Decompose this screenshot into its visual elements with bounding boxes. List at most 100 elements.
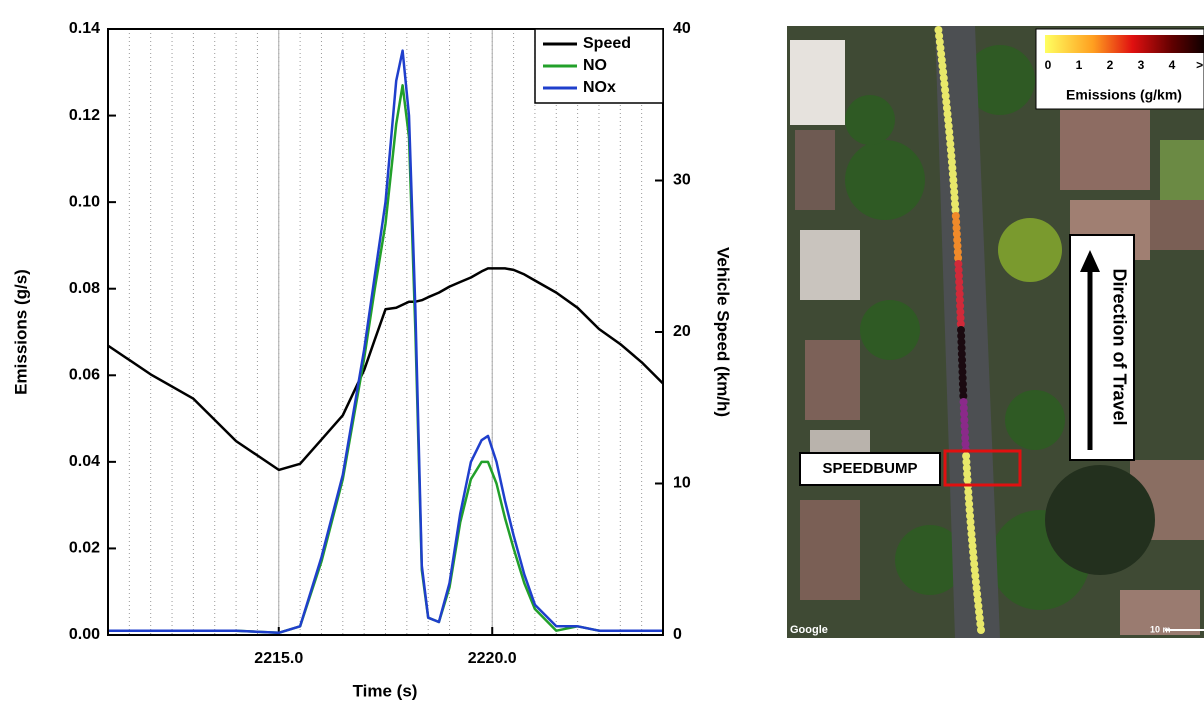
legend-label: Speed: [583, 35, 631, 52]
trail-dot: [955, 290, 964, 298]
trail-dot: [946, 146, 955, 154]
y-tick-label: 0.10: [69, 193, 100, 210]
trail-dot: [967, 530, 976, 538]
aerial-image: SPEEDBUMP Direction of Travel 0 1 2 3 4 >5 Em…: [787, 26, 1204, 638]
trail-dot: [956, 314, 965, 322]
emission-trail: [934, 26, 985, 634]
trail-dot: [962, 458, 971, 466]
colorbar-tick: 2: [1107, 58, 1114, 72]
trail-dot: [948, 164, 957, 172]
x-axis-title: Time (s): [353, 681, 418, 700]
trail-dot: [944, 122, 953, 130]
trail-dot: [954, 266, 963, 274]
trail-dot: [947, 158, 956, 166]
trail-dot: [955, 296, 964, 304]
arrow-head: [1080, 250, 1100, 272]
y-tick-label: 0.02: [69, 540, 100, 557]
colorbar-tick: 3: [1138, 58, 1145, 72]
trail-dot: [970, 560, 979, 568]
trail-dot: [959, 398, 968, 406]
trail-dot: [939, 74, 948, 82]
trail-dot: [939, 68, 948, 76]
trail-dot: [953, 236, 962, 244]
trail-dot: [944, 116, 953, 124]
trail-dot: [942, 104, 951, 112]
series-line: [107, 267, 664, 472]
y-tick-label: 0.08: [69, 280, 100, 297]
trail-dot: [961, 434, 970, 442]
colorbar-tick: 4: [1169, 58, 1176, 72]
houses: [790, 40, 1204, 635]
trail-dot: [958, 374, 967, 382]
trail-dot: [969, 554, 978, 562]
trail-dot: [945, 128, 954, 136]
trail-dot: [960, 410, 969, 418]
trail-dot: [949, 176, 958, 184]
trail-dot: [956, 320, 965, 328]
trail-dot: [958, 380, 967, 388]
trail-dot: [953, 242, 962, 250]
trail-dot: [951, 212, 960, 220]
trail-dot: [947, 152, 956, 160]
trees: [845, 45, 1155, 610]
trail-dot: [963, 476, 972, 484]
trail-dot: [948, 170, 957, 178]
trail-dot: [965, 500, 974, 508]
trail-dot: [960, 428, 969, 436]
trail-dot: [941, 92, 950, 100]
y-tick-label: 0.06: [69, 367, 100, 384]
y-tick-label: 0.04: [69, 453, 100, 470]
direction-box: [1069, 234, 1135, 461]
trail-dot: [942, 98, 951, 106]
trail-dot: [941, 86, 950, 94]
annotation: SPEEDBUMP: [822, 460, 917, 477]
trail-dot: [958, 362, 967, 370]
y2-axis-title: Vehicle Speed (km/h): [714, 247, 733, 417]
y2-tick-label: 0: [673, 626, 682, 643]
trail-dot: [961, 440, 970, 448]
speedbump-box: [943, 449, 1022, 487]
trail-dot: [954, 260, 963, 268]
plot-frame: [107, 28, 664, 636]
trail-dot: [956, 326, 965, 334]
trail-dot: [936, 44, 945, 52]
trail-dot: [957, 344, 966, 352]
trail-dot: [972, 584, 981, 592]
trail-dot: [976, 620, 985, 628]
y2-tick-label: 30: [673, 172, 691, 189]
x-tick-label: 2220.0: [468, 650, 517, 667]
series-line: [108, 84, 663, 635]
trail-dot: [945, 134, 954, 142]
colorbar-tick: 1: [1076, 58, 1083, 72]
y-tick-label: 0.12: [69, 107, 100, 124]
colorbar: [1045, 35, 1204, 53]
trail-dot: [973, 590, 982, 598]
trail-dot: [955, 278, 964, 286]
trail-dot: [935, 32, 944, 40]
y-axis-title: Emissions (g/s): [11, 269, 30, 395]
trail-dot: [960, 422, 969, 430]
y2-tick-label: 40: [673, 20, 691, 37]
trail-dot: [938, 62, 947, 70]
trail-dot: [934, 26, 943, 34]
trail-dot: [940, 80, 949, 88]
trail-dot: [950, 188, 959, 196]
trail-dot: [951, 206, 960, 214]
trail-dot: [958, 368, 967, 376]
trail-dot: [943, 110, 952, 118]
attribution: Google: [790, 624, 828, 636]
annotation-box: [799, 452, 941, 486]
trail-dot: [956, 308, 965, 316]
x-tick-label: 2215.0: [254, 650, 303, 667]
trail-dot: [957, 338, 966, 346]
trail-dot: [951, 200, 960, 208]
trail-dot: [973, 596, 982, 604]
trail-dot: [952, 218, 961, 226]
trail-dot: [959, 404, 968, 412]
y-tick-label: 0.14: [69, 20, 100, 37]
trail-dot: [969, 548, 978, 556]
trail-dot: [966, 524, 975, 532]
scale-label: 10 m: [1150, 624, 1171, 634]
direction-label: Direction of Travel: [1109, 268, 1129, 425]
colorbar-label: Emissions (g/km): [1066, 87, 1182, 103]
